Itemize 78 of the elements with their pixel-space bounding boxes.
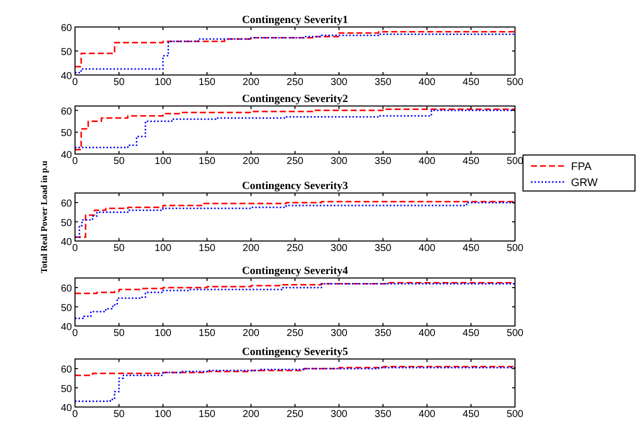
- x-tick-label: 200: [242, 409, 260, 420]
- x-tick-label: 150: [198, 156, 216, 167]
- y-tick-label: 60: [60, 106, 72, 118]
- y-axis-title: Total Real Power Load in p.u: [39, 160, 49, 274]
- x-tick-label: 0: [72, 77, 78, 88]
- x-tick-label: 50: [113, 328, 125, 339]
- x-tick-label: 400: [418, 328, 436, 339]
- x-tick-label: 450: [462, 328, 480, 339]
- y-tick-label: 40: [60, 322, 72, 333]
- x-tick-label: 450: [462, 77, 480, 88]
- x-tick-label: 350: [374, 77, 392, 88]
- x-tick-label: 250: [286, 156, 304, 167]
- y-tick-label: 50: [60, 384, 72, 395]
- chart-title: Contingency Severity2: [242, 93, 349, 105]
- x-tick-label: 300: [330, 77, 348, 88]
- x-tick-label: 200: [242, 77, 260, 88]
- x-tick-label: 500: [506, 409, 524, 420]
- y-tick-label: 50: [60, 47, 72, 58]
- x-tick-label: 100: [154, 77, 172, 88]
- y-tick-label: 60: [60, 198, 72, 210]
- x-tick-label: 0: [72, 409, 78, 420]
- y-tick-label: 50: [60, 218, 72, 229]
- x-tick-label: 100: [154, 328, 172, 339]
- x-tick-label: 50: [113, 409, 125, 420]
- x-tick-label: 150: [198, 409, 216, 420]
- x-tick-label: 150: [198, 243, 216, 254]
- x-tick-label: 300: [330, 409, 348, 420]
- x-tick-label: 350: [374, 328, 392, 339]
- x-tick-label: 300: [330, 328, 348, 339]
- x-tick-label: 300: [330, 243, 348, 254]
- y-tick-label: 60: [60, 364, 72, 376]
- chart-title: Contingency Severity1: [242, 14, 348, 26]
- x-tick-label: 450: [462, 156, 480, 167]
- x-tick-label: 100: [154, 243, 172, 254]
- x-tick-label: 200: [242, 243, 260, 254]
- x-tick-label: 500: [506, 156, 524, 167]
- x-tick-label: 0: [72, 156, 78, 167]
- chart-title: Contingency Severity3: [242, 180, 349, 192]
- x-tick-label: 500: [506, 328, 524, 339]
- x-tick-label: 500: [506, 77, 524, 88]
- x-tick-label: 250: [286, 409, 304, 420]
- x-tick-label: 450: [462, 243, 480, 254]
- y-tick-label: 40: [60, 237, 72, 248]
- chart-title: Contingency Severity5: [242, 346, 349, 358]
- x-tick-label: 50: [113, 156, 125, 167]
- y-tick-label: 50: [60, 128, 72, 140]
- x-tick-label: 150: [198, 77, 216, 88]
- x-tick-label: 400: [418, 409, 436, 420]
- x-tick-label: 300: [330, 156, 348, 167]
- x-tick-label: 50: [113, 77, 125, 88]
- y-tick-label: 50: [60, 302, 72, 314]
- x-tick-label: 400: [418, 243, 436, 254]
- y-tick-label: 60: [60, 284, 72, 295]
- x-tick-label: 250: [286, 328, 304, 339]
- y-tick-label: 40: [60, 403, 72, 414]
- x-tick-label: 200: [242, 156, 260, 167]
- x-tick-label: 250: [286, 243, 304, 254]
- x-tick-label: 0: [72, 328, 78, 339]
- x-tick-label: 350: [374, 409, 392, 420]
- x-tick-label: 200: [242, 328, 260, 339]
- x-tick-label: 400: [418, 156, 436, 167]
- x-tick-label: 400: [418, 77, 436, 88]
- legend-label: FPA: [571, 161, 592, 173]
- x-tick-label: 500: [506, 243, 524, 254]
- y-tick-label: 40: [60, 150, 72, 161]
- x-tick-label: 350: [374, 156, 392, 167]
- x-tick-label: 0: [72, 243, 78, 254]
- y-tick-label: 60: [60, 23, 72, 34]
- x-tick-label: 50: [113, 243, 125, 254]
- y-tick-label: 40: [60, 71, 72, 82]
- x-tick-label: 100: [154, 156, 172, 167]
- legend-label: GRW: [571, 177, 598, 189]
- x-tick-label: 450: [462, 409, 480, 420]
- x-tick-label: 350: [374, 243, 392, 254]
- x-tick-label: 150: [198, 328, 216, 339]
- x-tick-label: 100: [154, 409, 172, 420]
- chart-title: Contingency Severity4: [242, 265, 349, 277]
- x-tick-label: 250: [286, 77, 304, 88]
